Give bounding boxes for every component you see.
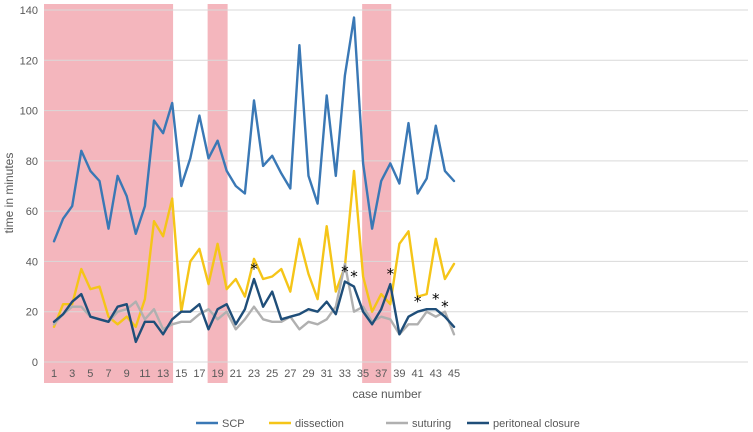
x-tick-label: 15 — [175, 368, 187, 380]
significance-annotations: * * * ** * * — [250, 260, 449, 316]
x-tick-label: 39 — [393, 368, 405, 380]
significance-star: * — [250, 260, 258, 278]
significance-star: * — [341, 263, 349, 281]
y-tick-label: 0 — [32, 357, 38, 369]
highlight-bands — [44, 4, 392, 383]
x-tick-label: 27 — [284, 368, 296, 380]
x-axis-title: case number — [352, 387, 421, 401]
y-tick-label: 20 — [26, 307, 38, 319]
x-tick-label: 17 — [193, 368, 205, 380]
x-tick-label: 9 — [124, 368, 130, 380]
y-tick-label: 80 — [26, 156, 38, 168]
y-axis-title: time in minutes — [2, 153, 16, 234]
x-tick-label: 45 — [448, 368, 460, 380]
y-tick-label: 60 — [26, 206, 38, 218]
legend: SCP dissection suturing peritoneal closure — [196, 418, 580, 430]
significance-star: * — [441, 298, 449, 316]
peritoneal-closure-line — [52, 277, 456, 344]
x-tick-label: 37 — [375, 368, 387, 380]
y-tick-label: 100 — [20, 106, 38, 118]
significance-star: * — [387, 265, 395, 283]
y-tick-label: 120 — [20, 55, 38, 67]
scp-line — [52, 16, 456, 243]
x-tick-label: 21 — [230, 368, 242, 380]
legend-dissection: dissection — [269, 418, 344, 430]
x-tick-label: 25 — [266, 368, 278, 380]
dissection-line — [52, 169, 456, 328]
legend-label: SCP — [222, 418, 245, 430]
significance-star: * — [414, 293, 422, 311]
legend-label: dissection — [295, 418, 344, 430]
legend-peritoneal-closure: peritoneal closure — [467, 418, 580, 430]
y-tick-label: 140 — [20, 5, 38, 17]
x-tick-label: 1 — [51, 368, 57, 380]
x-tick-label: 43 — [430, 368, 442, 380]
x-tick-label: 19 — [211, 368, 223, 380]
x-tick-label: 5 — [87, 368, 93, 380]
legend-label: suturing — [412, 418, 451, 430]
legend-label: peritoneal closure — [493, 418, 580, 430]
series-lines — [52, 16, 456, 344]
suturing-line — [52, 262, 456, 336]
x-tick-label: 13 — [157, 368, 169, 380]
x-axis-ticks: 1 3 5 7 9 11 13 15 17 19 21 23 25 27 29 31 33 35 37 39 41 43 4… — [51, 368, 460, 380]
x-tick-label: 3 — [69, 368, 75, 380]
x-tick-label: 41 — [411, 368, 423, 380]
significance-star: * — [350, 268, 358, 286]
shaded-band-1 — [44, 4, 174, 383]
significance-star: * — [432, 290, 440, 308]
x-tick-label: 33 — [339, 368, 351, 380]
x-tick-label: 35 — [357, 368, 369, 380]
y-axis-ticks: 0 20 40 60 80 100 120 140 — [20, 5, 38, 369]
x-tick-label: 7 — [105, 368, 111, 380]
x-tick-label: 11 — [139, 368, 150, 380]
x-tick-label: 29 — [302, 368, 314, 380]
shaded-band-2 — [207, 4, 228, 383]
legend-scp: SCP — [196, 418, 245, 430]
y-tick-label: 40 — [26, 256, 38, 268]
x-tick-label: 31 — [321, 368, 333, 380]
legend-suturing: suturing — [386, 418, 451, 430]
x-tick-label: 23 — [248, 368, 260, 380]
